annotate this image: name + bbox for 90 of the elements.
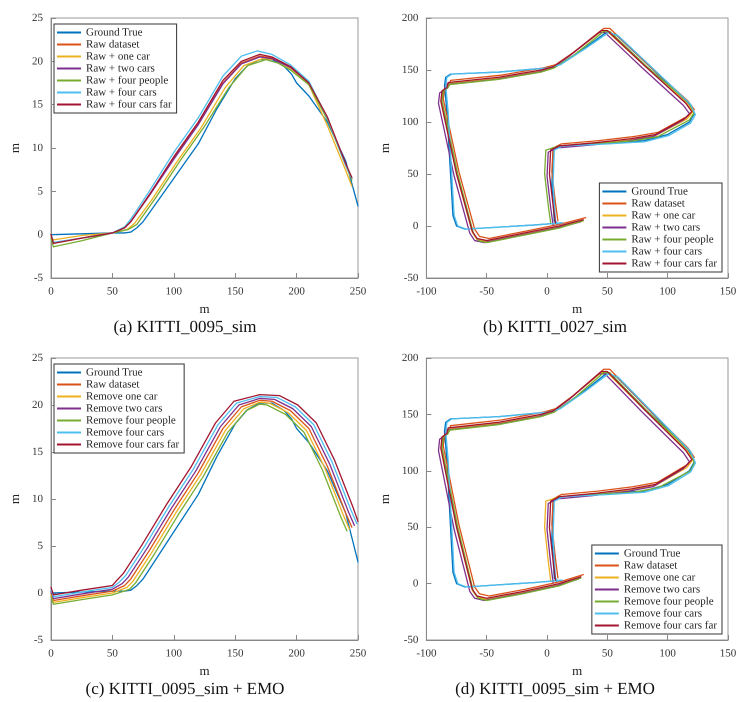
y-axis-title: m: [7, 494, 22, 504]
legend-label: Raw + four cars: [86, 86, 157, 98]
legend-label: Raw dataset: [86, 378, 140, 390]
x-tick-label: 50: [602, 286, 614, 298]
legend-label: Raw + one car: [631, 210, 696, 222]
text: (a) KITTI_0095_sim: [113, 317, 257, 336]
x-axis-title: m: [572, 300, 582, 316]
legend-label: Remove one car: [624, 572, 696, 584]
y-tick-label: -5: [34, 634, 44, 646]
x-tick-label: 250: [350, 648, 367, 660]
y-tick-label: 5: [38, 540, 44, 552]
text: (c) KITTI_0095_sim + EMO: [86, 679, 284, 698]
y-tick-label: -50: [404, 634, 419, 646]
x-tick-label: 200: [288, 648, 306, 660]
x-tick-label: 100: [659, 648, 676, 660]
legend-label: Raw + two cars: [631, 222, 700, 234]
x-tick-label: 0: [48, 286, 54, 298]
y-tick-label: 0: [38, 228, 44, 241]
legend-label: Raw + four cars: [631, 246, 702, 258]
x-tick-label: -100: [416, 286, 437, 298]
x-tick-label: -50: [479, 648, 495, 660]
legend-label: Remove four people: [624, 596, 714, 608]
y-tick-label: 0: [38, 587, 44, 599]
x-axis-title: m: [572, 662, 582, 678]
legend-label: Raw + two cars: [86, 62, 155, 74]
y-tick-label: 150: [402, 64, 419, 76]
x-tick-label: 0: [544, 648, 550, 660]
x-tick-label: 100: [659, 286, 676, 298]
y-tick-label: 200: [402, 352, 419, 364]
legend-label: Ground True: [624, 548, 681, 560]
legend-label: Ground True: [86, 26, 143, 38]
x-axis-title: m: [199, 300, 210, 316]
x-tick-label: 50: [106, 286, 118, 298]
y-tick-label: -5: [34, 272, 44, 284]
y-tick-label: -50: [404, 272, 419, 284]
y-tick-label: 0: [412, 220, 419, 232]
text: (b) KITTI_0027_sim: [482, 317, 628, 336]
legend-label: Remove one car: [86, 390, 158, 402]
y-tick-label: 10: [32, 493, 44, 505]
legend-label: Ground True: [631, 186, 688, 198]
y-tick-label: 10: [32, 142, 44, 154]
y-tick-label: 0: [412, 578, 419, 590]
y-tick-label: 25: [32, 352, 44, 364]
x-tick-label: -50: [479, 286, 495, 298]
legend-label: Remove four people: [86, 414, 176, 426]
x-axis-title: m: [199, 662, 210, 678]
y-tick-label: 150: [402, 408, 419, 420]
legend-label: Raw + four people: [86, 74, 168, 86]
legend-label: Remove two cars: [624, 584, 700, 596]
x-tick-label: 50: [106, 648, 118, 660]
y-tick-label: 15: [32, 98, 44, 111]
x-tick-label: 0: [48, 648, 54, 660]
y-tick-label: 100: [402, 116, 419, 128]
y-tick-label: 15: [32, 446, 44, 458]
legend-label: Raw dataset: [624, 560, 678, 572]
x-tick-label: 150: [226, 286, 244, 298]
y-tick-label: 25: [32, 12, 44, 24]
legend-label: Ground True: [86, 366, 143, 378]
y-tick-label: 200: [402, 12, 419, 24]
x-tick-label: 150: [226, 648, 244, 660]
legend-label: Remove two cars: [86, 402, 162, 414]
legend-label: Remove four cars far: [624, 620, 718, 632]
x-tick-label: 50: [602, 648, 614, 660]
x-tick-label: 100: [166, 286, 183, 298]
legend-label: Raw dataset: [631, 198, 685, 210]
y-axis-title: m: [377, 142, 392, 154]
y-tick-label: 20: [32, 55, 44, 68]
x-tick-label: 0: [544, 286, 550, 298]
legend-label: Remove four cars far: [86, 438, 180, 450]
legend-label: Remove four cars: [624, 608, 702, 620]
x-tick-label: 200: [288, 286, 306, 298]
y-tick-label: 20: [32, 399, 44, 411]
x-tick-label: 150: [720, 286, 737, 298]
x-tick-label: -100: [416, 648, 437, 660]
legend-label: Raw dataset: [86, 38, 140, 50]
legend-label: Raw + four cars far: [631, 258, 718, 270]
y-axis-title: m: [377, 494, 392, 504]
y-axis-title: m: [7, 142, 22, 154]
legend-label: Raw + one car: [86, 50, 150, 62]
legend-label: Raw + four cars far: [86, 98, 172, 110]
legend-label: Remove four cars: [86, 426, 164, 438]
y-tick-label: 5: [38, 185, 44, 198]
y-tick-label: 100: [402, 464, 419, 477]
text: (d) KITTI_0095_sim + EMO: [455, 679, 655, 698]
legend-label: Raw + four people: [631, 234, 714, 246]
x-tick-label: 100: [166, 648, 183, 660]
y-tick-label: 50: [407, 521, 419, 534]
x-tick-label: 250: [350, 286, 367, 298]
x-tick-label: 150: [720, 648, 737, 660]
y-tick-label: 50: [407, 168, 419, 180]
